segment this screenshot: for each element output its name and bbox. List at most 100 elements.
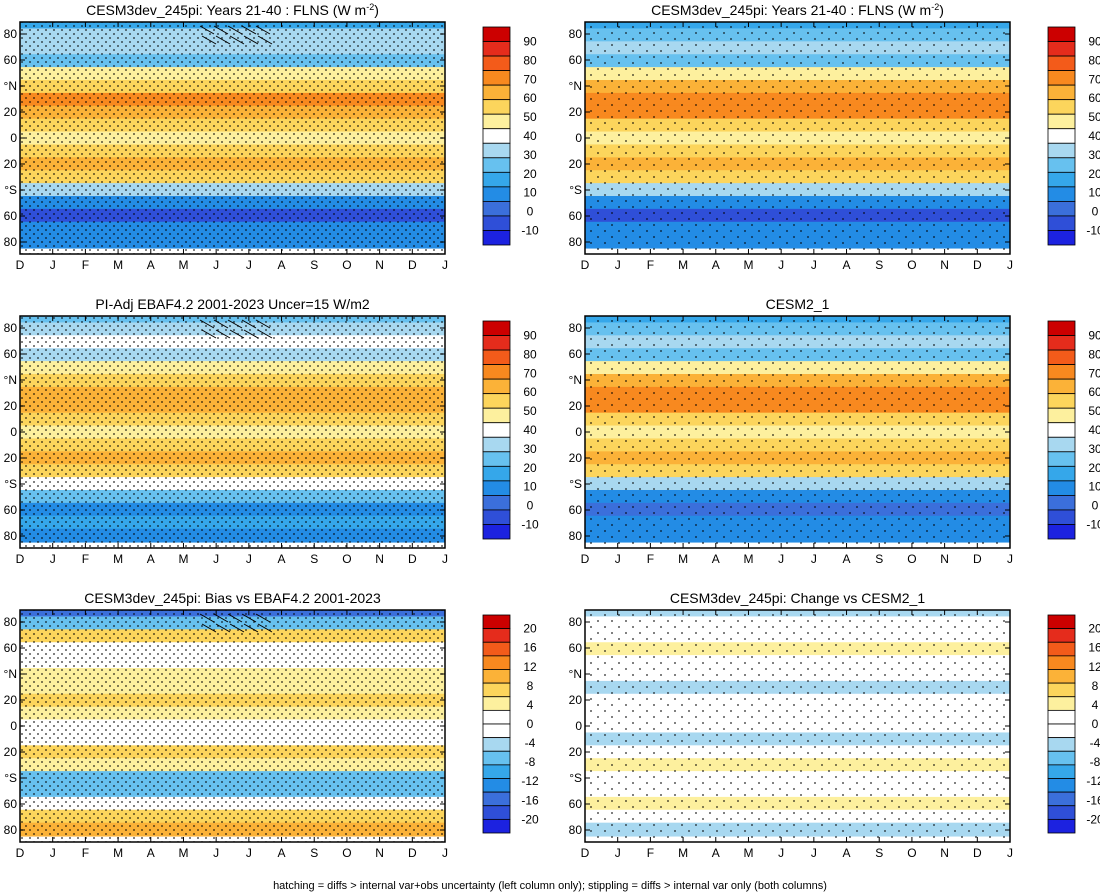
x-tick-label: D xyxy=(16,846,25,860)
chart-panel-6: CESM3dev_245pi: Change vs CESM2_1 D J F M A M J… xyxy=(569,590,1100,860)
colorbar-label: 90 xyxy=(1088,35,1100,49)
stipple-overlay xyxy=(20,610,445,842)
colorbar-swatch xyxy=(1047,99,1076,115)
x-tick-label: D xyxy=(16,258,25,272)
colorbar-swatch xyxy=(482,41,511,57)
y-tick-label: °N xyxy=(4,79,17,93)
x-tick-label: M xyxy=(678,846,688,860)
x-tick-label: A xyxy=(843,846,851,860)
colorbar-swatch xyxy=(482,200,511,217)
x-tick-label: D xyxy=(973,552,982,566)
x-tick-label: M xyxy=(743,258,753,272)
colorbar-swatch xyxy=(482,378,511,395)
x-tick-label: D xyxy=(408,846,417,860)
colorbar-label: 10 xyxy=(1088,186,1100,200)
colorbar-label: 70 xyxy=(1088,72,1100,86)
colorbar-swatch xyxy=(1047,778,1076,793)
x-tick-label: O xyxy=(907,552,916,566)
colorbar-swatch xyxy=(1047,378,1076,395)
colorbar-swatch xyxy=(482,55,511,71)
x-tick-label: J xyxy=(615,258,621,272)
x-tick-label: J xyxy=(50,258,56,272)
colorbar-label: 60 xyxy=(1088,91,1100,105)
colorbar-label: 8 xyxy=(527,679,534,693)
colorbar-label: 12 xyxy=(1088,660,1100,674)
colorbar-swatch xyxy=(1047,682,1076,698)
colorbar-label: -20 xyxy=(1086,812,1100,826)
y-tick-label: 20 xyxy=(569,399,583,413)
chart-panel-4: CESM2_1D J F M A M J J A S O N D J8060°N20020°S608090… xyxy=(569,296,1100,566)
y-tick-label: 20 xyxy=(4,693,18,707)
colorbar-swatch xyxy=(482,157,511,173)
x-tick-label: M xyxy=(178,258,188,272)
y-tick-label: 80 xyxy=(4,823,18,837)
y-tick-label: 80 xyxy=(569,321,583,335)
colorbar-swatch xyxy=(1047,26,1076,42)
colorbar-label: 30 xyxy=(1088,442,1100,456)
colorbar-swatch xyxy=(482,750,511,766)
stipple-overlay xyxy=(585,22,1010,254)
colorbar-swatch xyxy=(482,723,511,739)
x-tick-label: A xyxy=(147,846,155,860)
colorbar-swatch xyxy=(482,349,511,366)
y-tick-label: 20 xyxy=(569,157,583,171)
x-tick-label: D xyxy=(408,258,417,272)
y-tick-label: 20 xyxy=(569,105,583,119)
x-tick-label: J xyxy=(778,258,784,272)
colorbar-swatch xyxy=(482,696,511,711)
colorbar-swatch xyxy=(482,84,511,101)
colorbar-label: 80 xyxy=(523,347,537,361)
colorbar-label: 20 xyxy=(1088,461,1100,475)
colorbar-swatch xyxy=(1047,818,1076,834)
x-tick-label: J xyxy=(213,846,219,860)
y-tick-label: 60 xyxy=(569,503,583,517)
x-tick-label: J xyxy=(213,552,219,566)
colorbar-label: 20 xyxy=(1088,622,1100,636)
colorbar-swatch xyxy=(1047,451,1076,467)
colorbar-label: -16 xyxy=(1086,793,1100,807)
x-tick-label: J xyxy=(778,846,784,860)
y-tick-label: 20 xyxy=(4,157,18,171)
x-tick-label: D xyxy=(16,552,25,566)
x-tick-label: S xyxy=(310,552,318,566)
panel-title: CESM3dev_245pi: Years 21-40 : FLNS (W m-… xyxy=(86,2,379,18)
colorbar-label: 90 xyxy=(1088,329,1100,343)
y-tick-label: 20 xyxy=(4,745,18,759)
y-tick-label: 20 xyxy=(569,745,583,759)
colorbar-swatch xyxy=(1047,349,1076,366)
colorbar-swatch xyxy=(1047,494,1076,511)
y-tick-label: 20 xyxy=(4,451,18,465)
y-tick-label: °N xyxy=(4,667,17,681)
y-tick-label: 20 xyxy=(569,693,583,707)
colorbar-label: 30 xyxy=(523,148,537,162)
x-tick-label: M xyxy=(178,846,188,860)
colorbar-swatch xyxy=(482,465,511,482)
x-tick-label: J xyxy=(442,846,448,860)
colorbar-swatch xyxy=(1047,737,1076,752)
colorbar-label: 40 xyxy=(523,423,537,437)
colorbar-swatch xyxy=(482,142,511,159)
x-tick-label: A xyxy=(843,552,851,566)
x-tick-label: N xyxy=(940,846,949,860)
colorbar-swatch xyxy=(1047,230,1076,246)
y-tick-label: °S xyxy=(4,477,17,491)
x-tick-label: F xyxy=(82,258,89,272)
x-tick-label: N xyxy=(940,552,949,566)
colorbar-swatch xyxy=(1047,723,1076,739)
y-tick-label: 80 xyxy=(4,321,18,335)
colorbar-label: 12 xyxy=(523,660,537,674)
colorbar-label: 20 xyxy=(1088,167,1100,181)
colorbar-swatch xyxy=(1047,614,1076,630)
colorbar-swatch xyxy=(482,113,511,130)
colorbar-swatch xyxy=(1047,791,1076,807)
colorbar-swatch xyxy=(1047,215,1076,231)
colorbar-label: 0 xyxy=(1092,205,1099,219)
x-tick-label: F xyxy=(647,258,654,272)
colorbar-swatch xyxy=(482,791,511,807)
x-tick-label: S xyxy=(310,258,318,272)
x-tick-label: J xyxy=(50,552,56,566)
colorbar-swatch xyxy=(1047,436,1076,453)
y-tick-label: 80 xyxy=(569,529,583,543)
colorbar-label: -12 xyxy=(521,774,539,788)
y-tick-label: 0 xyxy=(575,719,582,733)
